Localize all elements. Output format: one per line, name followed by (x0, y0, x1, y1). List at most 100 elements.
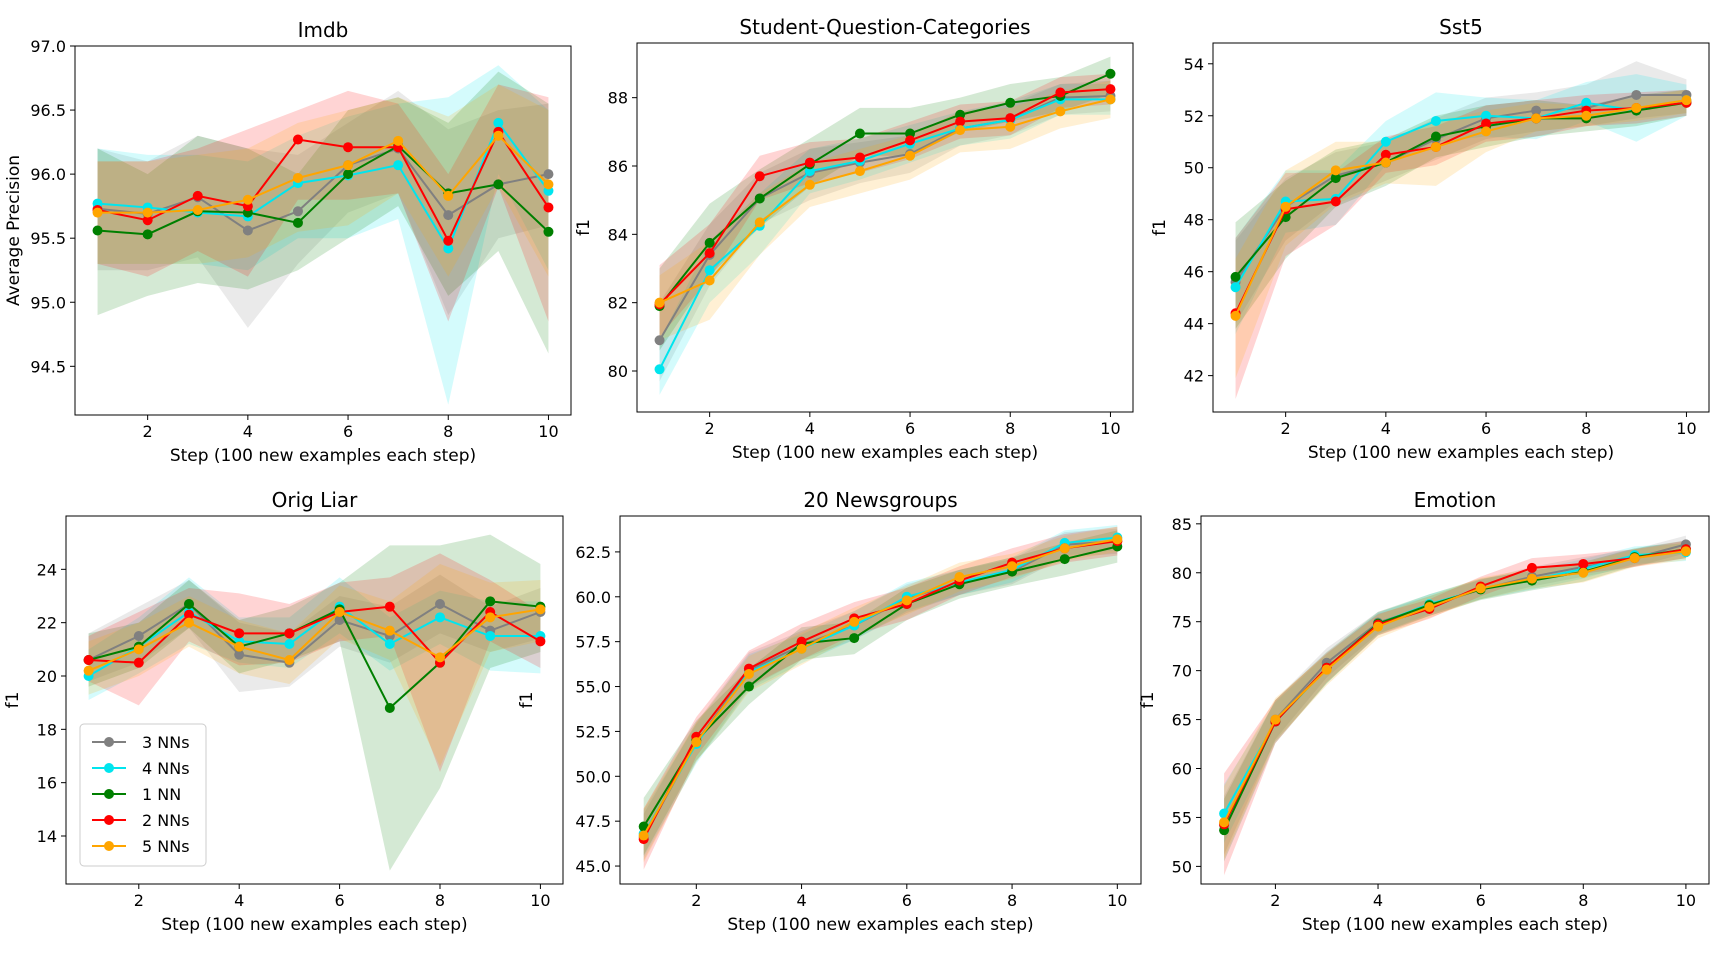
data-point-2-nns (1330, 196, 1341, 207)
y-tick-label: 84 (608, 225, 628, 244)
data-point-2-nns (234, 628, 245, 639)
band-2-nns (1224, 540, 1686, 876)
band-5-nns (1235, 89, 1687, 379)
data-point-4-nns (443, 243, 454, 254)
y-tick-label: 45.0 (575, 857, 611, 876)
data-point-5-nns (1424, 602, 1435, 613)
data-point-1-nn (292, 217, 303, 228)
band-1-nn (97, 71, 549, 354)
data-point-1-nn (1430, 131, 1441, 142)
axes-frame (636, 42, 1134, 413)
data-point-2-nns (1578, 558, 1589, 569)
panel-6: 2 4 6 8 10 50 55 60 65 70 75 80 85 Emotion Step (100 n… (1138, 488, 1710, 935)
data-point-5-nns (1430, 141, 1441, 152)
band-3-nns (97, 90, 549, 328)
y-axis-label: f1 (1138, 692, 1158, 709)
y-axis-label: f1 (1150, 219, 1170, 236)
data-point-5-nns (1380, 157, 1391, 168)
legend-marker (104, 815, 114, 825)
x-tick-label: 2 (143, 422, 153, 441)
data-point-3-nns (292, 206, 303, 217)
axes-frame (65, 515, 564, 885)
series-line-4-nns (642, 536, 1118, 835)
x-axis-label: Step (100 new examples each step) (732, 443, 1038, 463)
data-point-5-nns (691, 737, 702, 748)
series-line-2-nns (1234, 101, 1687, 314)
data-point-5-nns (234, 641, 245, 652)
y-tick-label: 48 (1184, 211, 1204, 230)
y-tick-label: 97.0 (30, 37, 66, 56)
data-point-2-nns (704, 248, 715, 259)
data-point-5-nns (1373, 621, 1384, 632)
y-tick-label: 55.0 (575, 678, 611, 697)
data-point-3-nns (443, 210, 454, 221)
data-point-4-nns (804, 166, 815, 177)
x-tick-label: 4 (1373, 891, 1383, 910)
x-tick-label: 10 (1107, 891, 1127, 910)
data-point-5-nns (1005, 121, 1016, 132)
data-point-5-nns (1219, 817, 1230, 828)
y-tick-label: 14 (37, 827, 57, 846)
data-point-5-nns (1531, 113, 1542, 124)
legend-marker (104, 841, 114, 851)
x-tick-label: 6 (1476, 891, 1486, 910)
y-tick-label: 44 (1184, 315, 1204, 334)
axes-frame (1200, 515, 1710, 885)
data-point-4-nns (1380, 136, 1391, 147)
data-point-4-nns (1581, 97, 1592, 108)
data-point-5-nns (192, 205, 203, 215)
legend-marker (104, 763, 114, 773)
band-5-nns (1224, 542, 1686, 859)
panel-1: 2 4 6 8 10 94.5 95.0 95.5 96.0 96.5 97.0 Imdb Step (… (4, 18, 572, 466)
band-2-nns (88, 553, 541, 772)
data-point-5-nns (901, 595, 912, 606)
x-tick-label: 4 (796, 891, 806, 910)
legend-label: 2 NNs (142, 811, 190, 830)
x-tick-label: 6 (905, 419, 915, 438)
chart-title: Orig Liar (272, 488, 359, 512)
data-point-2-nns (142, 215, 153, 226)
x-tick-label: 4 (805, 419, 815, 438)
data-point-2-nns (804, 157, 815, 168)
x-tick-label: 6 (343, 422, 353, 441)
series-line-2-nns (658, 88, 1111, 306)
data-point-2-nns (796, 636, 807, 647)
y-tick-label: 57.5 (575, 633, 611, 652)
y-tick-label: 80 (1172, 564, 1192, 583)
chart-title: Emotion (1414, 488, 1497, 512)
band-4-nns (1224, 543, 1686, 843)
x-tick-label: 8 (435, 891, 445, 910)
y-axis-label: f1 (3, 692, 23, 709)
data-point-5-nns (1280, 201, 1291, 212)
band-5-nns (643, 526, 1118, 863)
data-point-5-nns (796, 643, 807, 654)
series-line-2-nns (97, 129, 550, 243)
data-point-4-nns (1481, 110, 1492, 121)
data-point-1-nn (493, 179, 504, 190)
data-point-5-nns (284, 655, 295, 665)
data-point-5-nns (183, 617, 194, 628)
y-axis-label: f1 (517, 692, 537, 709)
x-tick-label: 8 (1005, 419, 1015, 438)
band-3-nns (88, 574, 541, 692)
x-tick-label: 10 (530, 891, 550, 910)
x-axis-label: Step (100 new examples each step) (1308, 443, 1614, 463)
data-point-3-nns (1631, 89, 1642, 100)
legend-box (79, 723, 207, 867)
x-tick-label: 8 (1581, 419, 1591, 438)
data-point-3-nns (435, 599, 446, 609)
data-point-5-nns (133, 644, 144, 655)
chart-title: 20 Newsgroups (803, 488, 957, 512)
data-point-5-nns (654, 297, 665, 308)
series-line-1-nn (97, 144, 550, 236)
data-point-3-nns (1531, 105, 1542, 116)
data-point-2-nns (1005, 113, 1016, 124)
y-tick-label: 75 (1172, 613, 1192, 632)
data-point-1-nn (92, 225, 103, 236)
y-tick-label: 50 (1172, 857, 1192, 876)
y-tick-label: 94.5 (30, 357, 66, 376)
data-point-5-nns (292, 172, 303, 183)
data-point-4-nns (493, 117, 504, 128)
data-point-5-nns (443, 190, 454, 201)
